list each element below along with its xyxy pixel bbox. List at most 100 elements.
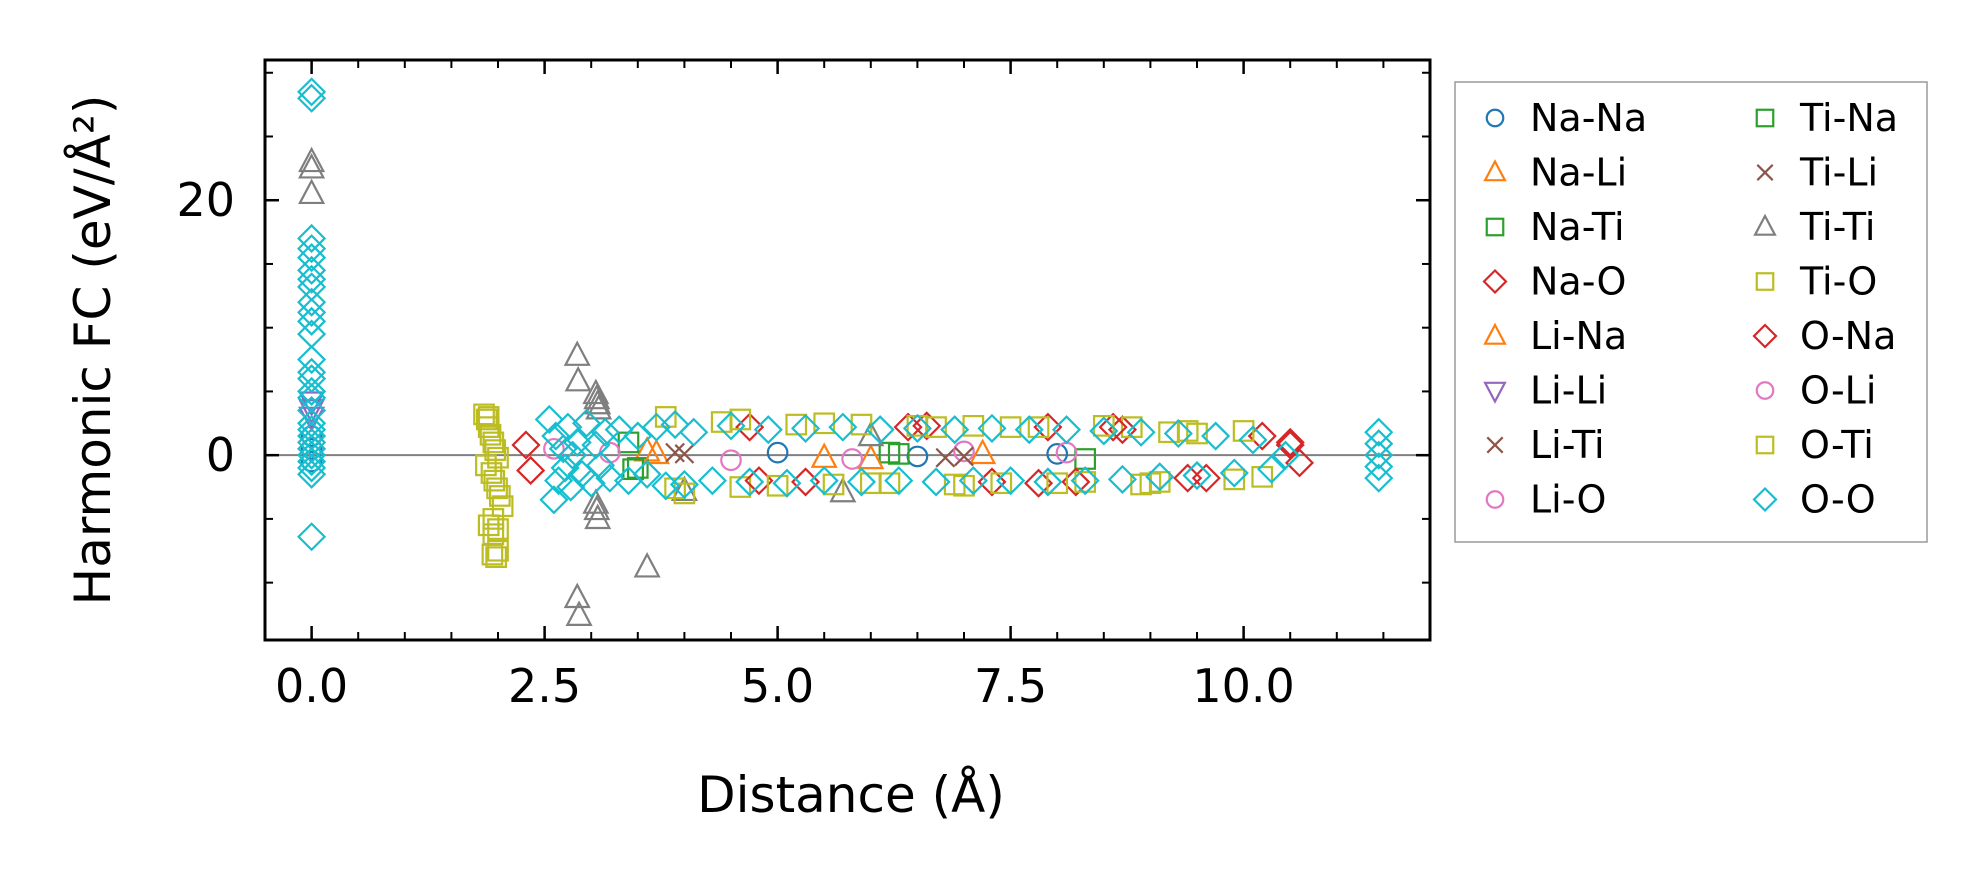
data-point: O-Ti (1.95, -5) (482, 508, 505, 530)
data-point: O-Ti (8.5, 2.3) (1092, 414, 1115, 437)
data-point: O-O (11.45, 1.8) (1364, 417, 1394, 447)
data-point: O-O (10.1, 1.2) (1238, 425, 1268, 455)
x-tick-label: 2.5 (508, 659, 581, 713)
data-point: O-O (0, 16.2) (297, 234, 327, 264)
data-point: Ti-O (1.87, -0.8) (475, 454, 497, 477)
data-point: Na-Na (0, 0.5) (300, 437, 323, 460)
data-point: O-O (3.2, -1.8) (595, 463, 625, 493)
data-point: O-O (2.6, -3.5) (539, 485, 569, 515)
data-point: Na-O (10.6, -0.6) (1284, 448, 1315, 478)
data-point: Ti-O (7.4, -2.2) (990, 472, 1013, 495)
series-ti-ti: Ti-Ti (0, 23)Ti-Ti (0, 22.5)Ti-Ti (0, 20… (298, 146, 885, 626)
legend-marker (1485, 108, 1505, 128)
data-point: Ti-Ti (2.85, 7.8) (563, 340, 591, 366)
data-point: Ti-O (1.94, -7.8) (481, 543, 504, 566)
data-point: O-O (5.7, 2.2) (828, 412, 858, 442)
data-point: O-O (11.45, 0) (1364, 440, 1394, 470)
x-tick-label: 5.0 (741, 659, 814, 713)
data-point: O-Ti (9.4, 1.9) (1176, 420, 1199, 442)
data-point: Ti-Ti (4, -2.8) (670, 475, 698, 502)
data-point: Li-O (7, 0.3) (953, 440, 975, 463)
data-point: Na-O (6.6, 2.3) (912, 411, 942, 441)
data-point: O-O (4.7, -2.1) (735, 467, 765, 497)
legend-label: O-Na (1800, 314, 1896, 358)
data-point: Ti-Ti (0, 20.5) (298, 178, 326, 205)
legend-marker (1483, 381, 1507, 404)
data-point: O-O (9.3, 1.7) (1163, 418, 1193, 449)
data-point: O-O (3.3, 2) (604, 415, 634, 445)
data-point: Li-Ti (6.8, -0.2) (935, 447, 956, 468)
data-point: O-Li (5.8, -0.3) (841, 448, 864, 470)
legend-label: O-Li (1800, 369, 1876, 413)
data-layer: Na-Na (0, 1.5)Na-Na (0, 0.5)Na-Na (0, -0… (265, 77, 1430, 626)
data-point: O-O (0, -6.4) (297, 522, 327, 552)
legend-label: Ti-O (1799, 260, 1877, 304)
axes-layer: 0.0 2.5 5.0 7.5 10.0 0 20 (176, 58, 1432, 713)
x-axis-title: Distance (Å) (697, 766, 1005, 824)
data-point: O-O (11.45, -1.8) (1364, 463, 1394, 493)
data-point: O-O (6.1, 2) (865, 415, 895, 445)
legend-marker (1486, 436, 1504, 454)
data-point: O-O (2.7, 0.5) (548, 434, 578, 464)
data-point: O-O (9.1, -1.7) (1145, 462, 1175, 492)
data-point: O-O (8.1, 2) (1051, 415, 1082, 445)
data-point: Ti-Li (4, 0.1) (674, 444, 695, 464)
data-point: O-O (3.9, 2.4) (660, 410, 690, 440)
data-point: O-O (3.6, -1.5) (632, 459, 662, 489)
data-point: O-O (0, 15.5) (297, 243, 327, 273)
data-point: Ti-O (5.2, 2.4) (785, 413, 808, 436)
data-point: O-Na (8.6, 2.2) (1098, 412, 1128, 442)
series-o-o: O-O (0, 28.5)O-O (0, 28)O-O (0, 17)O-O (… (297, 77, 1394, 552)
data-point: Na-Li (7.2, 0.1) (969, 438, 997, 465)
series-li-o: Li-O (2.6, 0.5) Li-O (4.5, -0.4) Li-O (7, … (543, 437, 975, 472)
x-tick-label: 7.5 (974, 659, 1047, 713)
data-point: O-O (9.7, 1.5) (1201, 421, 1231, 451)
legend-label: Na-Li (1530, 151, 1627, 195)
data-point: Li-O (4.5, -0.4) (720, 449, 742, 472)
data-point: Ti-Ti (3.06, 4.4) (583, 383, 611, 410)
legend-item: Ti-O (1755, 260, 1877, 304)
series-ti-o: Ti-O (1.85, 3.2)Ti-O (1.88, 2.8)Ti-O (1.… (473, 403, 1274, 568)
data-point: O-O (0, 28.5) (297, 77, 327, 107)
data-point: Na-O (2.35, -1.2) (516, 455, 546, 486)
legend-label: Ti-Li (1799, 151, 1878, 195)
legend-label: Li-O (1530, 478, 1606, 522)
data-point: Ti-Ti (0, 22.5) (298, 153, 326, 179)
legend-marker (1753, 213, 1777, 236)
data-point: O-Ti (5, -2.4) (766, 474, 789, 497)
data-point: O-O (8.3, -2) (1070, 466, 1100, 496)
legend-marker (1755, 435, 1775, 455)
data-point: O-O (0, 13.8) (297, 264, 327, 294)
legend-marker (1752, 323, 1778, 349)
data-point: O-O (4.1, 1.8) (679, 417, 709, 447)
data-point: Ti-O (1.93, -1.4) (480, 462, 503, 484)
data-point: Ti-O (9.9, -1.9) (1223, 468, 1246, 491)
legend-item: Li-O (1485, 478, 1606, 522)
y-axis-title: Harmonic FC (eV/Å²) (64, 95, 122, 606)
data-point: O-O (0, 10.5) (297, 306, 327, 336)
legend-box (1454, 81, 1928, 543)
data-point: O-O (9.9, -1.4) (1219, 458, 1249, 488)
legend-label: Li-Ti (1530, 423, 1605, 467)
data-point: O-O (7.1, -2) (958, 466, 988, 496)
x-tick-label: 10.0 (1192, 659, 1294, 713)
data-point: Ti-Ti (3.05, -3.8) (582, 488, 610, 514)
data-point: O-O (7.9, -2.1) (1033, 467, 1063, 497)
series-ti-li: Ti-Li (4, 0.1) Ti-Li (7, -0.1) (674, 444, 974, 467)
legend-marker (1483, 322, 1507, 345)
legend-marker (1482, 268, 1508, 295)
legend-item: O-O (1752, 478, 1876, 522)
data-point: O-O (7.7, 2) (1014, 415, 1044, 445)
legend-item: Na-O (1482, 260, 1626, 304)
data-point: Ti-Ti (5.7, -2.9) (829, 476, 857, 503)
data-point: Ti-Ti (3.6, -8.8) (633, 551, 661, 578)
legend-label: Ti-Na (1799, 96, 1898, 140)
legend-marker (1755, 381, 1775, 400)
data-point: O-O (10.3, -1.1) (1257, 454, 1287, 484)
legend-item: Li-Ti (1486, 423, 1605, 467)
data-point: O-O (4, -2.3) (669, 469, 699, 500)
data-point: O-Ti (6, -2.2) (859, 472, 882, 495)
data-point: O-O (0, 7.5) (297, 345, 327, 375)
data-point: O-O (5.9, -2.1) (846, 467, 877, 497)
data-point: Ti-O (1.99, -2.6) (486, 477, 508, 500)
